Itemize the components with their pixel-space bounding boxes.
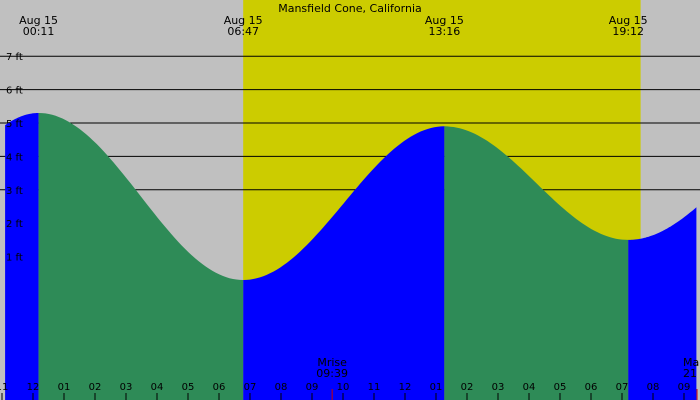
x-tick-label: 05 xyxy=(554,382,567,393)
tide-event-date: Aug 15 xyxy=(19,14,58,27)
moon-event-label: Ma xyxy=(683,356,699,369)
y-tick-label: 5 ft xyxy=(6,119,23,130)
tide-event-time: 06:47 xyxy=(227,25,259,38)
x-axis-labels: 11 12 01 02 03 04 05 06 07 08 09 10 11 12 01 02 03 04 05 06… xyxy=(0,382,690,400)
y-tick-label: 7 ft xyxy=(6,52,23,63)
x-tick-label: 05 xyxy=(182,382,195,393)
x-tick-label: 10 xyxy=(337,382,350,393)
x-tick-label: 02 xyxy=(89,382,102,393)
x-tick-label: 09 xyxy=(306,382,319,393)
x-tick-label: 08 xyxy=(647,382,660,393)
tide-event-time: 13:16 xyxy=(429,25,461,38)
x-tick-label: 12 xyxy=(399,382,412,393)
tide-event-date: Aug 15 xyxy=(425,14,464,27)
x-tick-label: 04 xyxy=(523,382,536,393)
y-axis-labels: 1 ft 2 ft 3 ft 4 ft 5 ft 6 ft 7 ft xyxy=(6,52,23,263)
x-tick-label: 07 xyxy=(244,382,257,393)
tide-areas xyxy=(5,113,697,400)
tide-event-date: Aug 15 xyxy=(224,14,263,27)
tide-event-time: 00:11 xyxy=(23,25,55,38)
x-tick-label: 08 xyxy=(275,382,288,393)
falling-tide-area xyxy=(38,113,244,400)
moonrise-label: Mrise xyxy=(317,356,347,369)
rising-tide-area xyxy=(628,207,697,400)
moon-event-time: 21 xyxy=(683,367,697,380)
rising-tide-area xyxy=(5,113,39,400)
y-tick-label: 1 ft xyxy=(6,253,23,264)
x-tick-label: 12 xyxy=(27,382,40,393)
y-tick-label: 2 ft xyxy=(6,219,23,230)
rising-tide-area xyxy=(243,126,445,400)
x-tick-label: 07 xyxy=(616,382,629,393)
x-tick-label: 09 xyxy=(678,382,691,393)
x-tick-label: 01 xyxy=(58,382,71,393)
chart-title: Mansfield Cone, California xyxy=(278,2,422,15)
x-tick-label: 01 xyxy=(430,382,443,393)
falling-tide-area xyxy=(444,126,629,400)
y-tick-label: 3 ft xyxy=(6,186,23,197)
x-tick-label: 06 xyxy=(213,382,226,393)
x-tick-label: 03 xyxy=(492,382,505,393)
x-tick-label: 11 xyxy=(0,382,8,393)
x-tick-label: 11 xyxy=(368,382,381,393)
x-tick-label: 06 xyxy=(585,382,598,393)
y-tick-label: 6 ft xyxy=(6,86,23,97)
x-tick-label: 03 xyxy=(120,382,133,393)
x-tick-label: 04 xyxy=(151,382,164,393)
tide-event-time: 19:12 xyxy=(612,25,644,38)
y-tick-label: 4 ft xyxy=(6,152,23,163)
x-tick-label: 02 xyxy=(461,382,474,393)
moonrise-time: 09:39 xyxy=(316,367,348,380)
tide-event-date: Aug 15 xyxy=(609,14,648,27)
